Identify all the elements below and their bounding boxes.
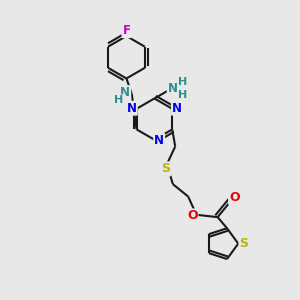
- Text: H: H: [114, 95, 123, 105]
- Text: N: N: [154, 134, 164, 147]
- Text: S: S: [240, 237, 249, 250]
- Text: N: N: [120, 86, 130, 99]
- Text: S: S: [161, 162, 170, 175]
- Text: N: N: [127, 102, 137, 115]
- Text: N: N: [172, 102, 182, 115]
- Text: O: O: [229, 191, 240, 204]
- Text: H: H: [178, 90, 187, 100]
- Text: F: F: [122, 24, 130, 37]
- Text: H: H: [178, 77, 187, 87]
- Text: N: N: [168, 82, 178, 95]
- Text: O: O: [187, 209, 198, 223]
